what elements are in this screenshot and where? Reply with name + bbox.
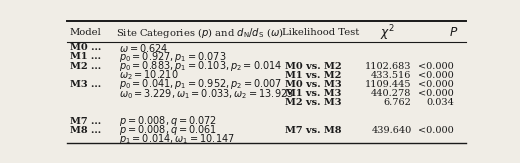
Text: M1 vs. M2: M1 vs. M2: [284, 71, 341, 80]
Text: $\omega_2 = 10.210$: $\omega_2 = 10.210$: [120, 68, 179, 82]
Text: $p_1 = 0.014, \omega_1 = 10.147$: $p_1 = 0.014, \omega_1 = 10.147$: [120, 132, 235, 146]
Text: $p_0 = 0.883, p_1 = 0.103, p_2 = 0.014$: $p_0 = 0.883, p_1 = 0.103, p_2 = 0.014$: [120, 59, 283, 73]
Text: $p = 0.008, q = 0.061$: $p = 0.008, q = 0.061$: [120, 123, 218, 137]
Text: Model: Model: [70, 28, 101, 37]
Text: M7 vs. M8: M7 vs. M8: [284, 126, 341, 135]
Text: $p_0 = 0.927, p_1 = 0.073$: $p_0 = 0.927, p_1 = 0.073$: [120, 50, 227, 64]
Text: M1 ...: M1 ...: [70, 52, 101, 61]
Text: 1102.683: 1102.683: [365, 62, 412, 71]
Text: $\omega_0 = 3.229, \omega_1 = 0.033, \omega_2 = 13.923$: $\omega_0 = 3.229, \omega_1 = 0.033, \om…: [120, 87, 294, 101]
Text: <0.000: <0.000: [418, 89, 454, 98]
Text: 433.516: 433.516: [371, 71, 412, 80]
Text: <0.000: <0.000: [418, 126, 454, 135]
Text: $p = 0.008, q = 0.072$: $p = 0.008, q = 0.072$: [120, 114, 217, 128]
Text: <0.000: <0.000: [418, 62, 454, 71]
Text: Likelihood Test: Likelihood Test: [282, 28, 359, 37]
Text: $P$: $P$: [449, 26, 459, 39]
Text: M2 ...: M2 ...: [70, 62, 101, 71]
Text: 6.762: 6.762: [384, 98, 412, 107]
Text: $\chi^2$: $\chi^2$: [380, 23, 395, 43]
Text: M0 ...: M0 ...: [70, 43, 101, 52]
Text: Site Categories ($p$) and $d_{\rm N}/d_{\rm S}$ ($\omega$): Site Categories ($p$) and $d_{\rm N}/d_{…: [116, 26, 284, 40]
Text: M0 vs. M2: M0 vs. M2: [284, 62, 341, 71]
Text: M8 ...: M8 ...: [70, 126, 101, 135]
Text: 0.034: 0.034: [426, 98, 454, 107]
Text: <0.000: <0.000: [418, 71, 454, 80]
Text: <0.000: <0.000: [418, 80, 454, 89]
Text: M7 ...: M7 ...: [70, 117, 101, 126]
Text: 1109.445: 1109.445: [365, 80, 412, 89]
Text: M3 ...: M3 ...: [70, 80, 101, 89]
Text: M0 vs. M3: M0 vs. M3: [284, 80, 341, 89]
Text: 440.278: 440.278: [371, 89, 412, 98]
Text: M1 vs. M3: M1 vs. M3: [284, 89, 341, 98]
Text: M2 vs. M3: M2 vs. M3: [284, 98, 341, 107]
Text: 439.640: 439.640: [371, 126, 412, 135]
Text: $p_0 = 0.041, p_1 = 0.952, p_2 = 0.007$: $p_0 = 0.041, p_1 = 0.952, p_2 = 0.007$: [120, 77, 283, 91]
Text: $\omega = 0.624$: $\omega = 0.624$: [120, 42, 169, 54]
